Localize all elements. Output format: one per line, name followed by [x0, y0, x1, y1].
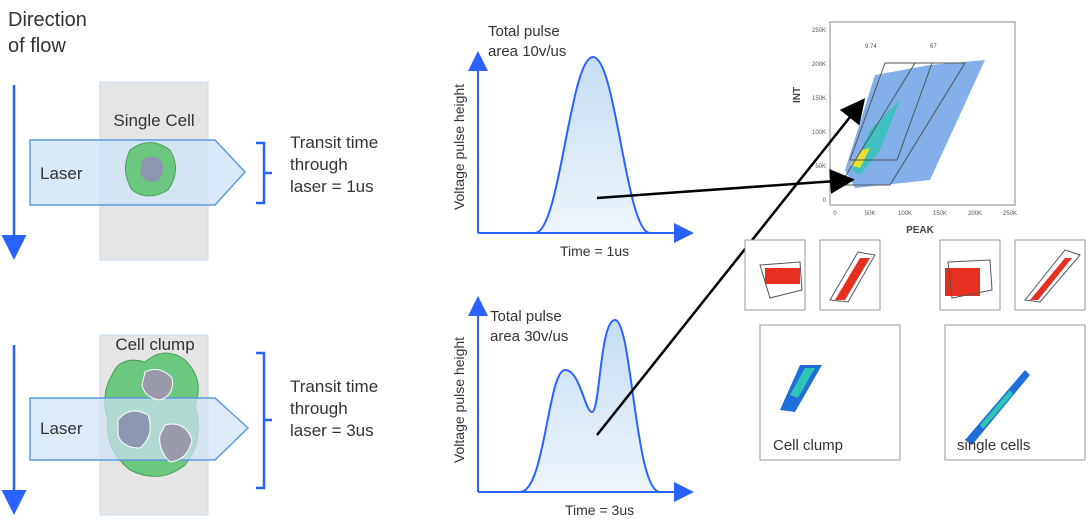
x-tick-label: 250K — [1003, 211, 1017, 217]
x-axis-label: Time = 3us — [565, 502, 634, 518]
density-cloud — [845, 60, 985, 188]
transit-text: Transit time — [290, 377, 378, 396]
cell-title: Cell clump — [115, 335, 194, 354]
y-tick-label: 200K — [812, 62, 826, 68]
y-tick-label: 150K — [812, 96, 826, 102]
transit-text: laser = 3us — [290, 421, 374, 440]
plot-label: Cell clump — [773, 437, 843, 454]
y-tick-label: 100K — [812, 130, 826, 136]
x-axis-label: PEAK — [906, 225, 935, 236]
y-tick-label: 50K — [815, 164, 826, 170]
laser-label: Laser — [40, 164, 83, 183]
nucleus — [140, 156, 164, 182]
pulse-title: area 10v/us — [488, 43, 566, 60]
x-tick-label: 50K — [865, 211, 876, 217]
bracket — [256, 351, 272, 490]
y-axis-label: Voltage pulse height — [451, 84, 467, 210]
laser-label: Laser — [40, 419, 83, 438]
flow-label: Direction — [8, 9, 87, 31]
flow-label: of flow — [8, 35, 66, 57]
y-tick-label: 250K — [812, 28, 826, 34]
transit-text: laser = 1us — [290, 177, 374, 196]
pulse-title: Total pulse — [490, 308, 562, 325]
x-tick-label: 0 — [833, 211, 837, 217]
gate-label: 9.74 — [865, 44, 877, 50]
x-tick-label: 150K — [933, 211, 947, 217]
transit-text: Transit time — [290, 133, 378, 152]
gate — [839, 62, 966, 186]
y-axis-label: INT — [792, 87, 803, 103]
connector-arrow — [596, 98, 866, 436]
gate-label: 67 — [930, 44, 937, 50]
x-axis-label: Time = 1us — [560, 243, 629, 259]
y-tick-label: 0 — [823, 198, 827, 204]
density-peak — [850, 148, 870, 168]
plot-label: single cells — [957, 437, 1030, 454]
nucleus — [159, 423, 193, 463]
small-gates — [759, 249, 1081, 303]
pulse-curve — [478, 318, 661, 493]
cell-title: Single Cell — [113, 111, 194, 130]
x-tick-label: 200K — [968, 211, 982, 217]
pulse-curve — [478, 55, 651, 234]
x-tick-label: 100K — [898, 211, 912, 217]
transit-text: through — [290, 399, 348, 418]
connector-arrow — [596, 168, 855, 200]
nucleus — [141, 369, 173, 401]
pulse-title: area 30v/us — [490, 328, 568, 345]
pulse-title: Total pulse — [488, 23, 560, 40]
bracket — [256, 141, 272, 205]
nucleus — [117, 410, 151, 449]
y-axis-label: Voltage pulse height — [451, 337, 467, 463]
transit-text: through — [290, 155, 348, 174]
